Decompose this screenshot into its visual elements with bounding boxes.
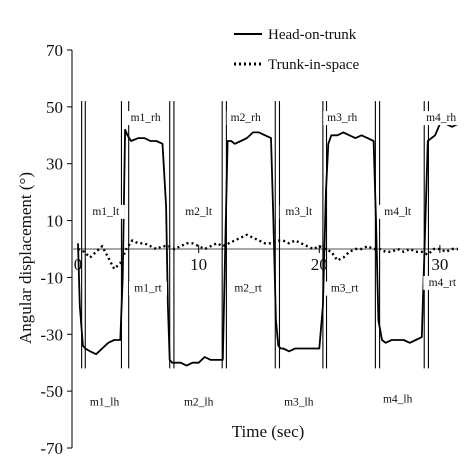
annotation-label: m3_rh (327, 112, 357, 124)
annotation-background (279, 395, 318, 410)
annotation-label: m4_rh (426, 112, 456, 124)
annotation-label: m2_rt (234, 283, 262, 295)
y-axis-title: Angular displacement (°) (16, 172, 35, 344)
annotation-background (422, 111, 461, 126)
annotation-background (378, 392, 417, 407)
y-tick-label: 10 (46, 212, 63, 231)
annotation-label: m3_rt (331, 283, 359, 295)
annotation-background (179, 204, 218, 219)
series-line-trunk-in-space (77, 233, 458, 271)
annotation-label: m1_lh (90, 396, 120, 408)
annotation-background (323, 111, 362, 126)
y-tick-label: 70 (46, 41, 63, 60)
annotation-label: m2_rh (231, 112, 261, 124)
annotation-label: m3_lh (284, 396, 314, 408)
annotation-label: m2_lt (185, 206, 213, 218)
x-axis-title: Time (sec) (232, 422, 305, 441)
annotation-label: m3_lt (285, 206, 313, 218)
annotation-background (86, 204, 125, 219)
annotation-label: m4_rt (429, 277, 457, 289)
annotation-background (279, 204, 318, 219)
y-tick-label: -50 (40, 382, 63, 401)
y-tick-label: -10 (40, 268, 63, 287)
annotation-background (423, 275, 462, 290)
annotation-label: m1_rh (131, 112, 161, 124)
annotation-background (226, 111, 265, 126)
annotation-label: m4_lh (383, 394, 413, 406)
x-tick-label: 30 (431, 255, 448, 274)
legend-label-trunk-in-space: Trunk-in-space (268, 57, 359, 73)
series-line-head-on-trunk (77, 123, 459, 367)
annotation-background (378, 204, 417, 219)
annotation-label: m4_lt (384, 206, 412, 218)
annotation-background (229, 281, 268, 296)
y-tick-label: -30 (40, 325, 63, 344)
x-tick-label: 20 (311, 255, 328, 274)
x-tick-label: 10 (190, 255, 207, 274)
y-tick-label: 50 (46, 98, 63, 117)
annotation-background (85, 395, 124, 410)
annotation-background (325, 281, 364, 296)
y-tick-label: 30 (46, 155, 63, 174)
annotation-background (128, 281, 167, 296)
annotation-background (126, 111, 165, 126)
annotation-background (179, 395, 218, 410)
legend: Head-on-trunk Trunk-in-space (234, 27, 359, 73)
y-tick-label: -70 (40, 439, 63, 458)
legend-label-head-on-trunk: Head-on-trunk (268, 27, 357, 43)
annotation-label: m1_lt (92, 206, 120, 218)
annotation-label: m1_rt (134, 283, 162, 295)
annotation-label: m2_lh (184, 396, 214, 408)
